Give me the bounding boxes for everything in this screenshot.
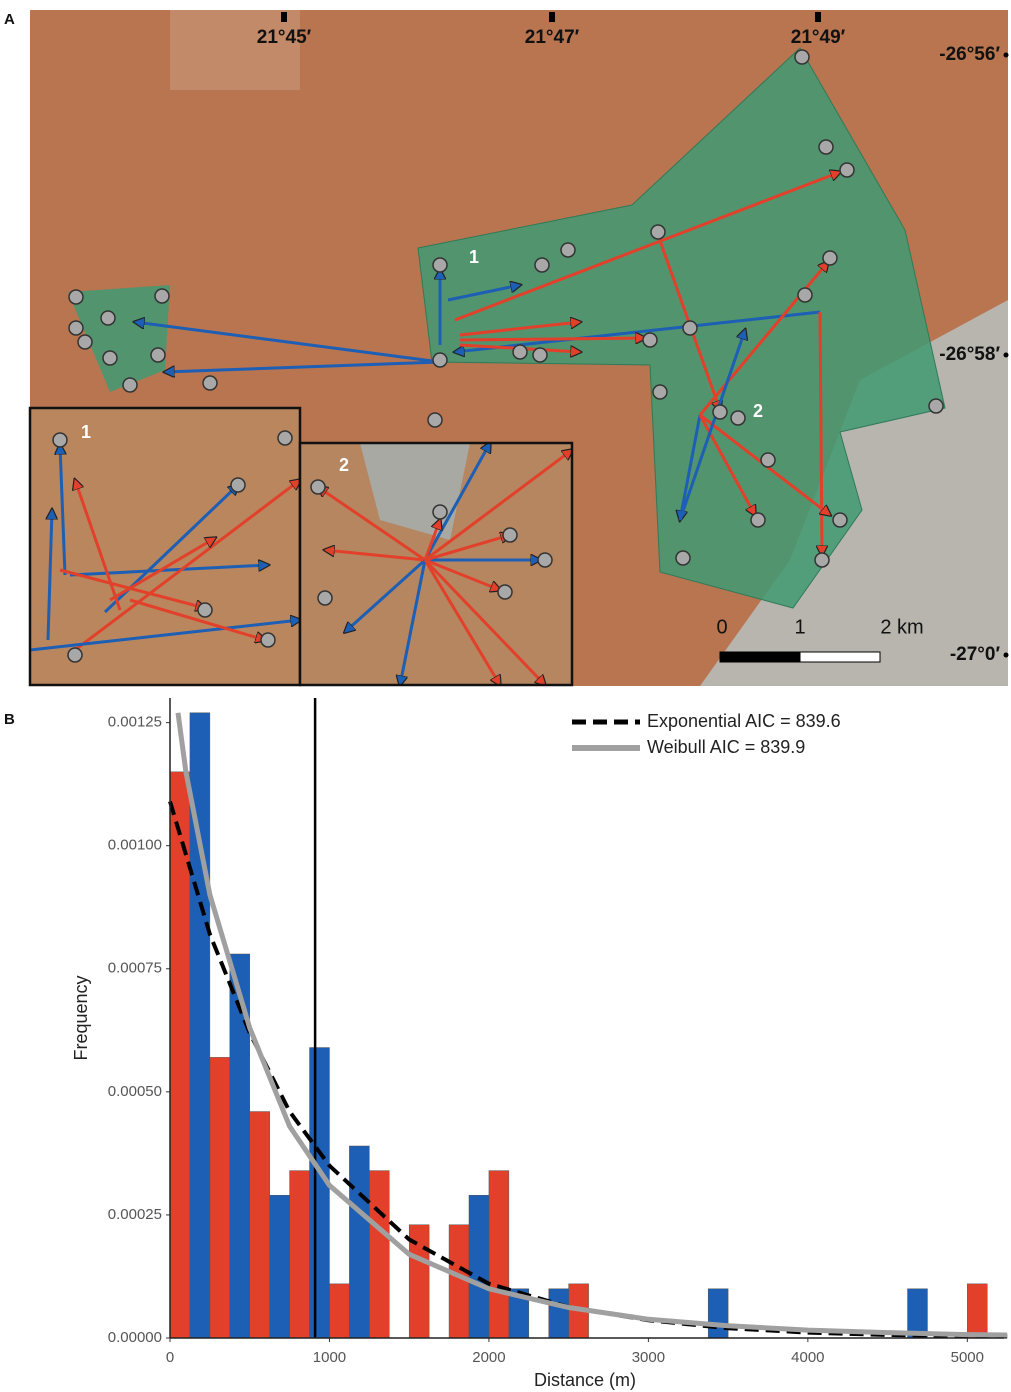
bar [170,772,190,1338]
bar [349,1146,369,1338]
legend-label: Weibull AIC = 839.9 [647,737,805,757]
lon-label: 21°47′ [525,27,580,48]
scale-bar-white [800,652,880,662]
x-tick-label: 3000 [632,1349,665,1366]
y-tick-label: 0.00025 [108,1206,162,1223]
inset-1 [30,408,300,685]
bar [250,1112,270,1338]
y-tick-label: 0.00075 [108,960,162,977]
legend-label: Exponential AIC = 839.6 [647,711,841,731]
x-tick-label: 4000 [791,1349,824,1366]
lat-tick [1004,53,1009,58]
lat-label: -26°58′ [939,344,1000,365]
bar [469,1195,489,1338]
lon-label: 21°49′ [791,27,846,48]
bar [310,1048,330,1338]
lon-tick [815,12,821,22]
x-tick-label: 2000 [472,1349,505,1366]
scale-label: 1 [794,616,805,638]
scale-bar-black [720,652,800,662]
bar [967,1284,987,1338]
bar [329,1284,349,1338]
x-axis-title: Distance (m) [534,1370,636,1390]
y-tick-label: 0.00000 [108,1329,162,1346]
lat-tick [1004,353,1009,358]
lon-tick [281,12,287,22]
site-label: 1 [469,247,479,267]
scale-label: 2 km [880,616,923,638]
x-tick-label: 5000 [951,1349,984,1366]
y-tick-label: 0.00100 [108,837,162,854]
y-tick-label: 0.00050 [108,1083,162,1100]
bar [549,1289,569,1338]
lat-label: -27°0′ [950,644,1001,665]
bar [290,1171,310,1338]
site-label: 2 [753,401,763,421]
lat-label: -26°56′ [939,44,1000,65]
lat-tick [1004,653,1009,658]
bar [708,1289,728,1338]
x-tick-label: 1000 [313,1349,346,1366]
figure: A B Distance (m) Frequency 21°45′ 21°47′ 2… [0,0,1011,1392]
map-panel: A [4,10,1008,686]
page: {"map": {"panel_label": "A", "lon_labels… [0,0,1011,1392]
y-axis-title: Frequency [71,975,91,1060]
body: A B Distance (m) Frequency 21°45′ 21°47′ 2… [0,0,1011,1392]
bar [908,1289,928,1338]
bar [369,1171,389,1338]
x-tick-label: 0 [166,1349,174,1366]
lon-tick [549,12,555,22]
terrain-patch [170,10,300,90]
inset-label: 1 [81,422,91,442]
lon-label: 21°45′ [257,27,312,48]
bar [489,1171,509,1338]
bar [270,1195,290,1338]
panel-label: A [4,11,15,28]
panel-label: B [4,711,15,728]
y-tick-label: 0.00125 [108,714,162,731]
bar [210,1057,230,1338]
inset-label: 2 [339,455,349,475]
inset-2 [300,443,572,685]
scale-label: 0 [716,616,727,638]
